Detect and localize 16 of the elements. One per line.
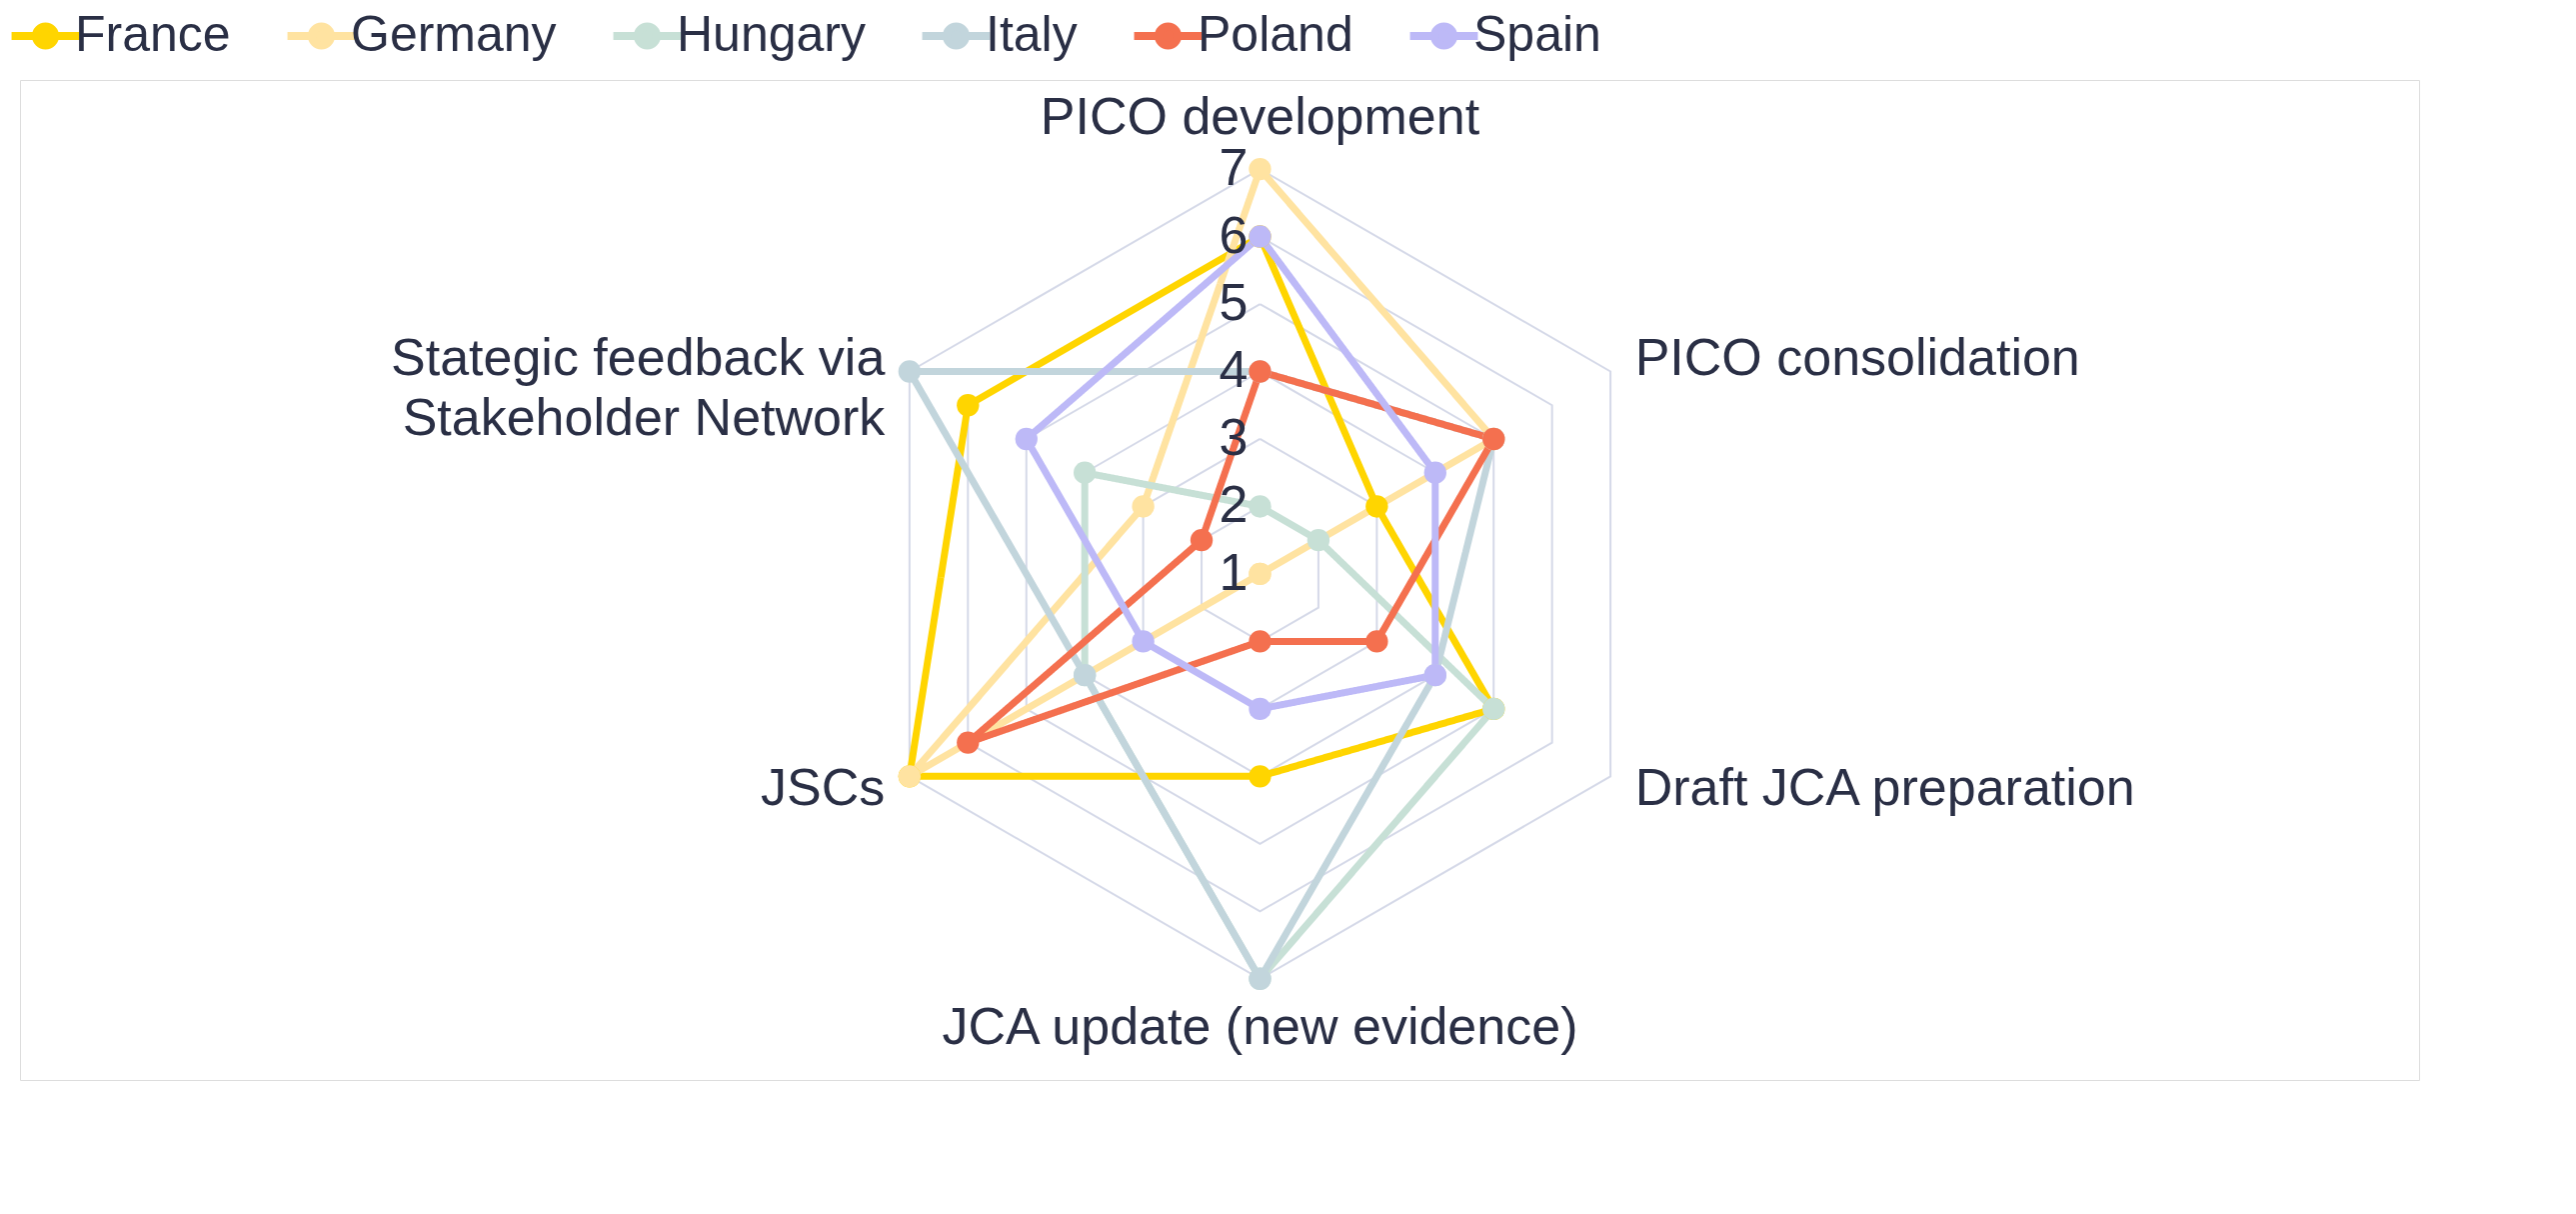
y-tick-label: 2 <box>1219 475 1249 534</box>
legend-label: Spain <box>1473 5 1601 62</box>
spoke-label: JCA update (new evidence) <box>942 997 1578 1056</box>
legend-label: Germany <box>351 5 557 62</box>
legend-label: France <box>75 5 231 62</box>
legend-label: Poland <box>1198 5 1353 62</box>
legend-label: Hungary <box>677 5 866 62</box>
y-tick-label: 1 <box>1219 542 1249 601</box>
legend-label: Italy <box>986 5 1078 62</box>
y-tick-label: 5 <box>1219 273 1249 332</box>
spoke-label: JSCs <box>761 757 886 816</box>
y-tick-label: 6 <box>1219 205 1249 264</box>
y-tick-label: 4 <box>1219 340 1249 399</box>
spoke-label: Draft JCA preparation <box>1634 757 2135 816</box>
spoke-label: Stategic feedback via Stakeholder Network <box>391 328 887 447</box>
spoke-label: PICO consolidation <box>1634 328 2080 387</box>
